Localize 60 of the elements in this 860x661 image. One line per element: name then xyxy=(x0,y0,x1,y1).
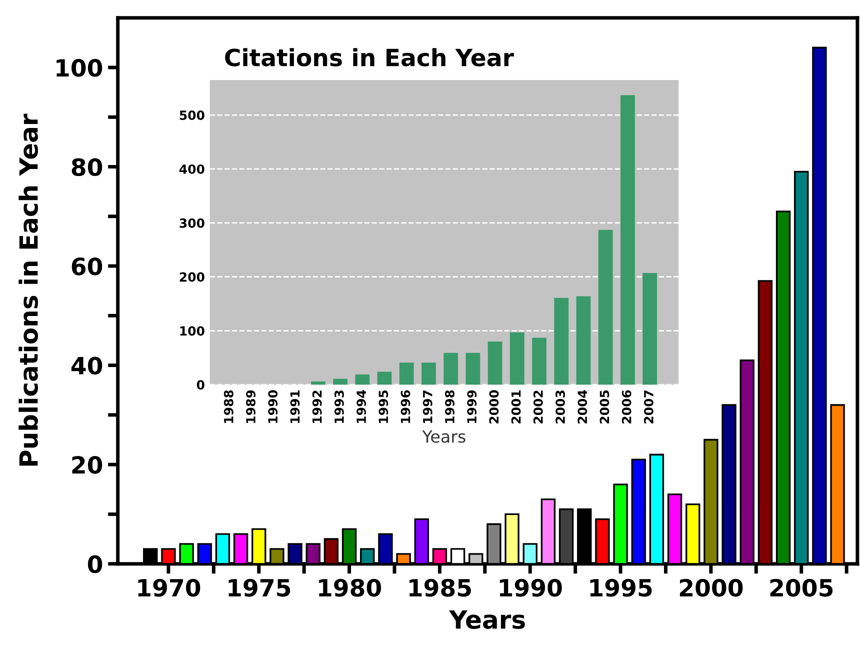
bar xyxy=(377,372,392,385)
x-axis-title: Years xyxy=(422,430,466,443)
x-tick-label: 1995 xyxy=(590,578,652,597)
bar xyxy=(532,338,546,385)
x-tick-label: 1993 xyxy=(334,390,344,423)
y-tick-label: 300 xyxy=(180,218,204,228)
x-tick-label: 1996 xyxy=(400,390,410,423)
x-tick-label: 1997 xyxy=(422,390,432,423)
y-tick-label: 200 xyxy=(180,272,204,282)
x-tick-label: 1999 xyxy=(467,390,477,423)
bar xyxy=(642,273,657,385)
x-tick-label: 2000 xyxy=(489,390,499,424)
x-tick-label: 2005 xyxy=(600,390,610,424)
x-tick-label: 1998 xyxy=(444,390,454,423)
x-tick-label: 1970 xyxy=(138,578,200,597)
x-tick-label: 1989 xyxy=(246,390,256,423)
x-tick-label: 1975 xyxy=(228,578,290,597)
x-tick-label: 1985 xyxy=(410,578,471,597)
chart-title: Citations in Each Year xyxy=(225,48,514,66)
bar xyxy=(598,230,613,385)
x-tick-label: 2001 xyxy=(511,390,521,424)
y-tick-label: 100 xyxy=(180,326,204,336)
x-tick-label: 1980 xyxy=(319,578,382,597)
x-tick-label: 1990 xyxy=(500,578,562,597)
bar xyxy=(355,374,370,385)
y-axis-title: Publications in Each Year xyxy=(18,114,38,466)
y-tick-label: 20 xyxy=(72,456,102,474)
y-tick-label: 40 xyxy=(71,356,102,375)
x-tick-label: 1988 xyxy=(224,390,234,423)
x-tick-label: 2003 xyxy=(556,390,565,424)
bar xyxy=(488,342,502,385)
bar xyxy=(310,381,326,385)
y-tick-label: 80 xyxy=(72,158,102,176)
bar xyxy=(422,362,436,385)
x-axis-title: Years xyxy=(448,610,525,629)
x-tick-label: 2000 xyxy=(680,578,743,597)
x-tick-label: 1991 xyxy=(290,390,300,423)
bar xyxy=(399,362,414,385)
bar xyxy=(576,296,591,385)
bar xyxy=(510,332,524,385)
y-tick-label: 400 xyxy=(179,164,204,174)
bar xyxy=(333,378,348,385)
bar xyxy=(466,352,480,385)
y-tick-label: 60 xyxy=(72,257,102,276)
x-tick-label: 1994 xyxy=(356,390,366,423)
x-tick-label: 1990 xyxy=(268,390,278,423)
y-tick-label: 100 xyxy=(56,58,102,77)
y-tick-label: 500 xyxy=(180,110,204,120)
y-tick-label: 0 xyxy=(196,380,204,390)
y-tick-label: 0 xyxy=(88,555,102,574)
x-tick-label: 1995 xyxy=(378,390,388,423)
x-tick-label: 2005 xyxy=(770,578,833,597)
x-tick-label: 2007 xyxy=(644,390,654,424)
bar xyxy=(554,298,569,385)
bar xyxy=(444,352,458,385)
x-tick-label: 2004 xyxy=(578,390,588,424)
x-tick-label: 2002 xyxy=(533,390,543,424)
x-tick-label: 1992 xyxy=(312,390,322,423)
bar xyxy=(620,95,635,385)
x-tick-label: 2006 xyxy=(622,390,632,424)
